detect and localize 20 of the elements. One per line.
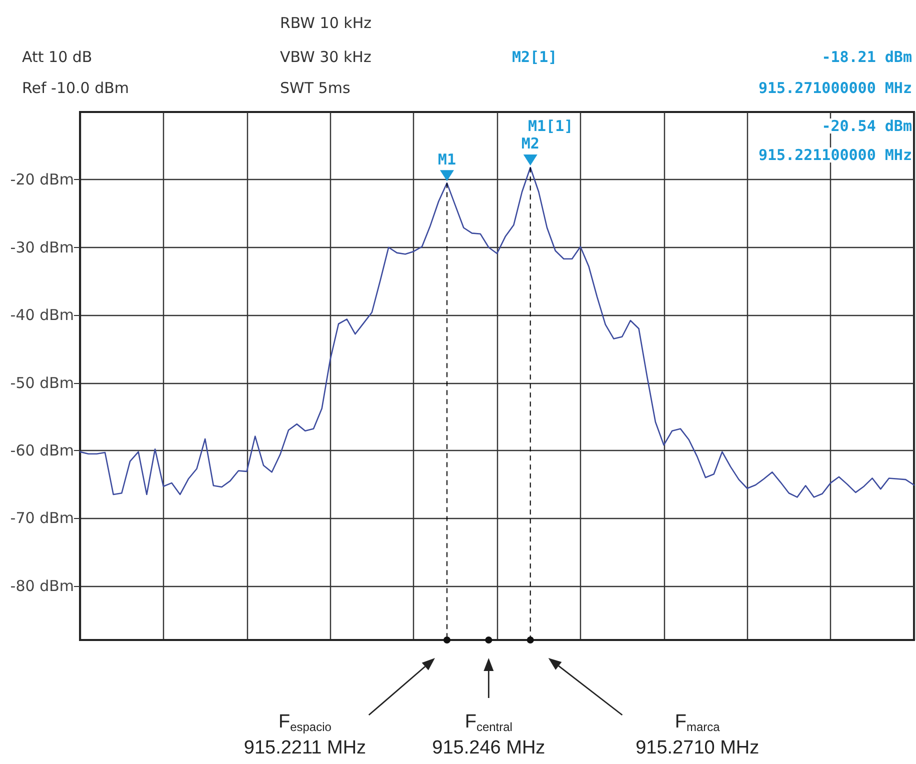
annotation: M1 bbox=[438, 150, 456, 168]
text: Att 10 dB bbox=[22, 48, 92, 66]
text: -18.21 dBm bbox=[822, 48, 912, 66]
y-tick-label: -50 dBm bbox=[10, 374, 74, 392]
text: M2[1] bbox=[512, 48, 558, 66]
y-tick-label: -80 dBm bbox=[10, 576, 74, 595]
annotation: M1[1] bbox=[528, 117, 574, 135]
annotation: -20.54 dBm bbox=[822, 117, 912, 135]
annotation: M2 bbox=[521, 134, 540, 153]
text: Ref -10.0 dBm bbox=[22, 79, 130, 97]
y-tick-label: -40 dBm bbox=[10, 306, 74, 324]
y-tick-label: -20 dBm bbox=[10, 170, 74, 189]
text: 915.271000000 MHz bbox=[758, 79, 912, 97]
annotation: 915.221100000 MHz bbox=[758, 146, 912, 164]
y-tick-label: -30 dBm bbox=[10, 238, 74, 256]
text: SWT 5ms bbox=[280, 79, 350, 97]
text: RBW 10 kHz bbox=[280, 14, 372, 32]
text: VBW 30 kHz bbox=[280, 48, 372, 66]
y-tick-label: -70 dBm bbox=[10, 509, 74, 528]
y-tick-label: -60 dBm bbox=[10, 441, 74, 460]
